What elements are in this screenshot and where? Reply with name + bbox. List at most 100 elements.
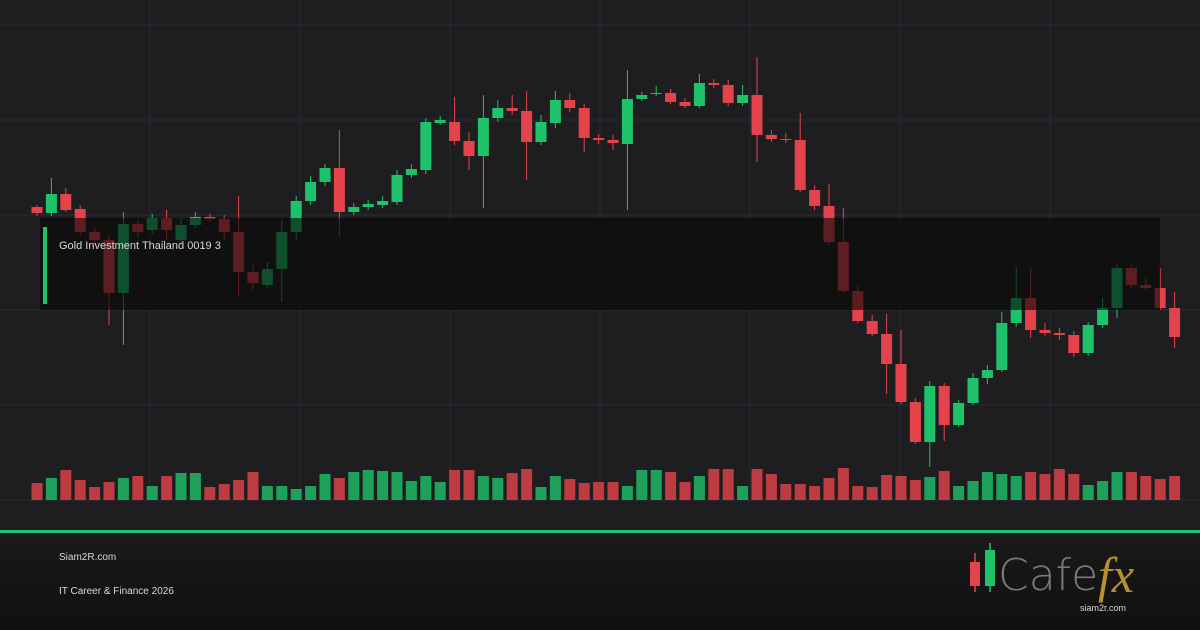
volume-bar xyxy=(679,482,691,500)
volume-bar xyxy=(607,482,619,500)
candle-body xyxy=(780,139,792,140)
volume-bar xyxy=(420,476,432,500)
candle-body xyxy=(1025,298,1037,330)
candle-body xyxy=(1068,335,1080,353)
volume-bar xyxy=(74,480,86,500)
candle-body xyxy=(564,100,576,108)
volume-bar xyxy=(1169,476,1181,500)
candle-body xyxy=(45,194,57,213)
caption: IT Career & Finance 2026 xyxy=(59,586,174,597)
candle-body xyxy=(31,207,43,213)
candle-body xyxy=(333,168,345,212)
volume-bar xyxy=(693,476,705,500)
volume-bar xyxy=(276,486,288,500)
volume-bar xyxy=(60,470,72,500)
volume-bar xyxy=(189,473,201,500)
volume-bar xyxy=(477,476,489,500)
candle-body xyxy=(593,138,605,140)
candle-body xyxy=(305,182,317,201)
volume-bar xyxy=(837,468,849,500)
candle-body xyxy=(765,135,777,139)
candle-body xyxy=(391,175,403,202)
volume-bar xyxy=(89,487,101,500)
volume-bar xyxy=(1039,474,1051,500)
volume-bar xyxy=(1125,472,1137,500)
volume-bar xyxy=(348,472,360,500)
candle-body xyxy=(60,194,72,210)
candle-body xyxy=(708,83,720,85)
plot xyxy=(31,57,1181,500)
candle-body xyxy=(420,122,432,170)
candle-body xyxy=(809,190,821,206)
volume-bar xyxy=(1111,472,1123,500)
volume-bar xyxy=(31,483,43,500)
volume-bar xyxy=(967,481,979,500)
volume-bar xyxy=(521,469,533,500)
volume-bar xyxy=(1010,476,1022,500)
volume-bar xyxy=(204,487,216,500)
volume-bar xyxy=(650,470,662,500)
candle-body xyxy=(621,99,633,144)
volume-bar xyxy=(1140,476,1152,500)
volume-bar xyxy=(578,483,590,500)
volume-bar xyxy=(1082,485,1094,500)
tooltip-text: Gold Investment Thailand 0019 3 xyxy=(59,240,221,252)
site-name: Siam2R.com xyxy=(59,552,116,563)
candle-body xyxy=(981,370,993,378)
volume-bar xyxy=(866,487,878,500)
volume-bar xyxy=(1068,474,1080,500)
volume-bar xyxy=(852,486,864,500)
candle-body xyxy=(492,108,504,118)
volume-bar xyxy=(449,470,461,500)
candle-body xyxy=(693,83,705,106)
candle-body xyxy=(1053,333,1065,335)
candle-body xyxy=(290,201,302,232)
candle-body xyxy=(737,95,749,103)
volume-bar xyxy=(996,474,1008,500)
volume-bar xyxy=(981,472,993,500)
candle-body xyxy=(722,85,734,103)
candle-body xyxy=(895,364,907,402)
candle-body xyxy=(477,118,489,156)
volume-bar xyxy=(333,478,345,500)
candle-body xyxy=(866,321,878,334)
volume-bar xyxy=(391,472,403,500)
logo-url: siam2r.com xyxy=(1080,603,1126,613)
candle-body xyxy=(650,93,662,94)
volume-bar xyxy=(1053,469,1065,500)
footer-rule xyxy=(0,530,1200,533)
candle-body xyxy=(751,95,763,135)
candle-body xyxy=(506,108,518,111)
volume-bar xyxy=(233,480,245,500)
candle-body xyxy=(348,207,360,212)
volume-bar xyxy=(377,471,389,500)
candle-body xyxy=(578,108,590,138)
volume-bar xyxy=(305,486,317,500)
volume-bar xyxy=(708,469,720,500)
volume-bar xyxy=(780,484,792,500)
volume-bar xyxy=(146,486,158,500)
volume-bar xyxy=(218,484,230,500)
candle-body xyxy=(1154,288,1166,308)
candle-body xyxy=(362,204,374,207)
volume-bar xyxy=(132,476,144,500)
candle-body xyxy=(967,378,979,403)
candle-body xyxy=(1169,308,1181,337)
volume-bar xyxy=(103,482,115,500)
candle-body xyxy=(1097,308,1109,325)
volume-bar xyxy=(636,470,648,500)
volume-bar xyxy=(823,478,835,500)
volume-bar xyxy=(1025,472,1037,500)
volume-bar xyxy=(621,486,633,500)
candle-body xyxy=(794,140,806,190)
volume-bar xyxy=(290,489,302,500)
volume-bar xyxy=(45,478,57,500)
candle-body xyxy=(665,93,677,102)
volume-bar xyxy=(564,479,576,500)
candle-body xyxy=(909,402,921,442)
volume-bar xyxy=(751,469,763,500)
logo-main: Cafe xyxy=(998,550,1098,601)
footer xyxy=(0,530,1200,630)
volume-bar xyxy=(434,482,446,500)
candle-body xyxy=(377,201,389,205)
